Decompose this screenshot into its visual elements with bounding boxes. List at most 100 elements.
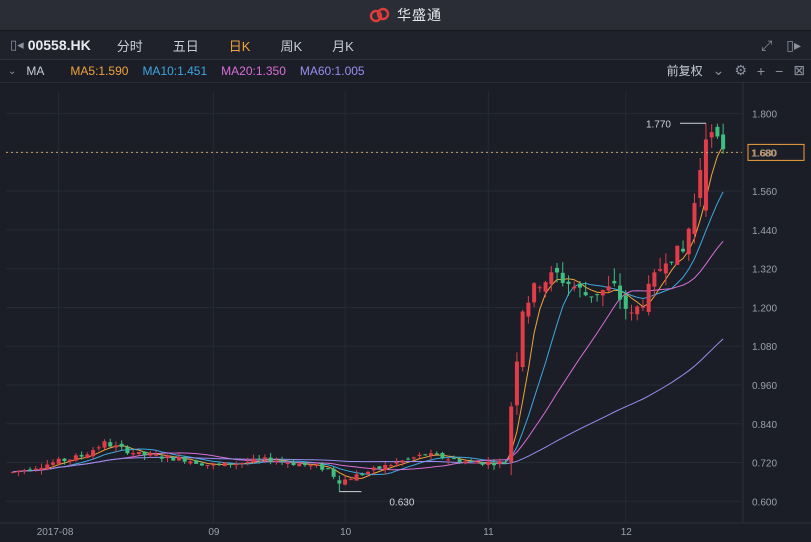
y-tick-label: 0.840: [752, 420, 777, 431]
candle-body: [486, 461, 491, 465]
add-indicator-icon[interactable]: +: [756, 62, 766, 79]
candle-body: [543, 282, 548, 292]
candle-body: [371, 467, 376, 471]
candle-body: [618, 285, 623, 300]
settings-gear-icon[interactable]: ⚙: [734, 62, 747, 78]
candle-body: [520, 311, 525, 368]
candle-body: [463, 461, 468, 464]
candle-body: [280, 460, 285, 462]
candle-body: [509, 406, 514, 463]
candle-body: [234, 463, 239, 466]
ma-label: MA: [26, 64, 45, 78]
ma60-line: [12, 338, 724, 473]
sidebar-collapse-icon[interactable]: ▯▸: [786, 37, 801, 53]
candle-body: [50, 462, 55, 465]
candle-body: [222, 462, 227, 467]
candle-body: [646, 283, 651, 313]
candle-body: [406, 458, 411, 460]
x-tick-label: 09: [208, 527, 220, 538]
y-tick-label: 1.320: [752, 265, 777, 276]
candle-body: [589, 296, 594, 298]
tab-monthly-k[interactable]: 月K: [332, 38, 354, 54]
sidebar-toggle-icon[interactable]: ▯◂: [10, 37, 24, 52]
candle-body: [211, 464, 216, 466]
candle-body: [686, 228, 691, 255]
candle-body: [22, 470, 27, 472]
chart-grid: [0, 83, 811, 524]
candle-body: [199, 463, 204, 466]
candle-body: [348, 479, 353, 481]
candle-body: [457, 459, 462, 463]
tab-five-day[interactable]: 五日: [172, 38, 199, 54]
candle-body: [612, 280, 617, 284]
candle-body: [681, 248, 686, 252]
chevron-down-icon[interactable]: ⌄: [712, 62, 725, 78]
candle-body: [239, 462, 244, 464]
fullscreen-icon[interactable]: ⤢: [761, 37, 773, 53]
candle-body: [595, 294, 600, 296]
y-tick-label: 1.560: [752, 187, 777, 198]
ma20-value: MA20:1.350: [221, 64, 286, 78]
stock-symbol: 00558.HK: [27, 37, 91, 53]
candle-body: [440, 453, 445, 459]
y-tick-label: 0.600: [752, 497, 777, 508]
candle-body: [102, 441, 107, 448]
candle-body: [245, 461, 250, 463]
candle-body: [320, 463, 325, 470]
tab-intraday[interactable]: 分时: [116, 38, 143, 54]
x-tick-label: 2017-08: [37, 527, 74, 538]
candle-body: [555, 267, 560, 273]
candle-body: [692, 203, 697, 235]
remove-indicator-icon[interactable]: −: [775, 62, 784, 79]
candle-body: [388, 465, 393, 467]
candle-body: [709, 132, 714, 138]
price-adjust-dropdown[interactable]: 前复权: [666, 64, 703, 78]
candle-body: [136, 451, 141, 455]
candle-body: [274, 460, 279, 462]
current-price-label: 1.680: [751, 148, 776, 159]
candle-body: [703, 139, 708, 211]
candle-body: [85, 454, 90, 459]
candle-body: [331, 468, 336, 477]
chart-toolbar: ▯◂ 00558.HK 分时 五日 日K 周K 月K ⤢ ▯▸: [0, 31, 811, 60]
candle-body: [62, 458, 67, 462]
candle-body: [669, 261, 674, 263]
ma60-value: MA60:1.005: [299, 64, 365, 78]
candle-body: [698, 170, 703, 198]
candle-body: [715, 126, 720, 137]
candle-body: [262, 457, 267, 460]
candle-body: [365, 471, 371, 474]
candle-body: [39, 467, 44, 470]
tab-weekly-k[interactable]: 周K: [280, 38, 303, 54]
candle-body: [377, 466, 382, 469]
close-panel-icon[interactable]: ⊠: [793, 62, 805, 78]
title-bar: 华盛通: [0, 0, 811, 31]
candle-body: [33, 468, 38, 470]
candle-body: [159, 456, 164, 459]
tab-daily-k[interactable]: 日K: [228, 38, 251, 54]
candle-body: [572, 286, 577, 289]
candle-body: [640, 306, 645, 308]
candle-body: [549, 272, 554, 285]
candle-body: [119, 443, 124, 447]
candle-body: [354, 474, 359, 481]
candle-body: [96, 447, 101, 449]
candle-body: [268, 457, 273, 462]
candle-body: [302, 462, 307, 466]
ma20-line: [12, 240, 724, 473]
x-axis: 2017-08 09 10 11 12: [37, 527, 633, 538]
ma10-line: [12, 191, 724, 476]
candle-body: [721, 134, 726, 150]
candle-body: [285, 462, 290, 464]
candle-body: [165, 455, 170, 459]
candle-body: [652, 272, 657, 287]
candle-body: [205, 464, 210, 466]
candlestick-chart[interactable]: 1.680 1.800 1.680 1.560 1.440 1.320 1.200 1.08…: [0, 83, 811, 542]
candle-body: [148, 453, 153, 456]
candle-body: [583, 292, 588, 296]
y-tick-label: 0.960: [752, 381, 777, 392]
candle-body: [658, 269, 663, 271]
candle-body: [577, 283, 582, 288]
app-title: 华盛通: [397, 7, 442, 23]
collapse-chevron-icon[interactable]: ⌄: [8, 65, 17, 77]
